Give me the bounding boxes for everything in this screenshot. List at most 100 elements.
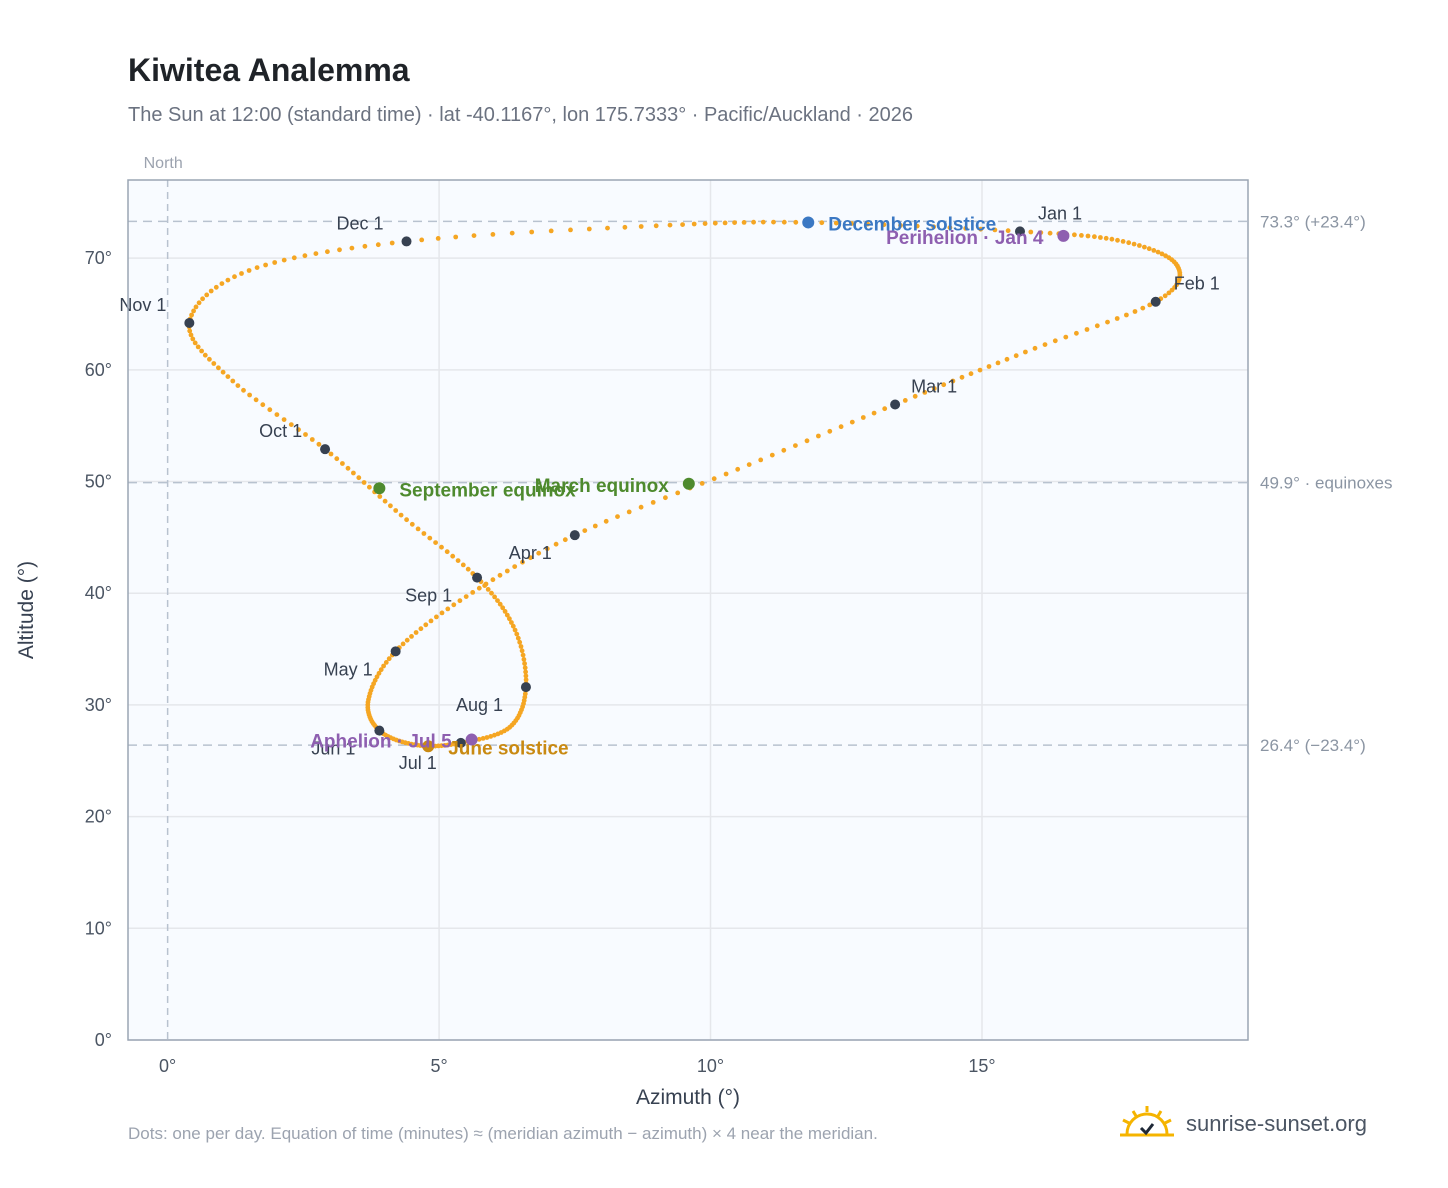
daily-dot [393, 508, 399, 513]
daily-dot [463, 594, 469, 599]
daily-dot [382, 498, 388, 504]
daily-dot [495, 598, 500, 603]
daily-dot [1115, 237, 1120, 243]
daily-dot [196, 300, 202, 306]
daily-dot [504, 612, 510, 618]
daily-dot [439, 544, 444, 550]
daily-dot [992, 227, 998, 233]
y-tick-label: 30° [85, 695, 112, 715]
daily-dot [190, 336, 196, 342]
daily-dot [702, 221, 708, 227]
daily-dot [195, 344, 201, 350]
daily-dot [947, 225, 953, 231]
daily-dot [189, 312, 195, 318]
daily-dot [521, 657, 527, 662]
daily-dot [316, 441, 322, 447]
daily-dot [230, 378, 236, 384]
daily-dot [978, 226, 984, 232]
daily-dot [819, 220, 825, 226]
daily-dot [254, 265, 260, 270]
daily-dot [400, 641, 406, 647]
daily-dot [1124, 312, 1129, 318]
daily-dot [1147, 302, 1153, 308]
daily-dot [520, 559, 525, 565]
daily-dot [1004, 356, 1010, 362]
daily-dot [922, 390, 928, 395]
daily-dot [735, 466, 741, 472]
daily-dot [781, 447, 787, 453]
reference-line-label: 73.3° (+23.4°) [1260, 212, 1366, 231]
daily-dot [207, 356, 212, 362]
month-marker [390, 646, 401, 657]
reference-line-label: 49.9° · equinoxes [1260, 474, 1393, 493]
daily-dot [691, 221, 697, 227]
daily-dot [898, 223, 903, 228]
month-label: Oct 1 [259, 421, 302, 441]
month-marker [890, 399, 901, 410]
daily-dot [492, 594, 497, 600]
daily-dot [235, 383, 241, 388]
daily-dot [758, 457, 764, 463]
daily-dot [291, 255, 297, 261]
daily-dot [378, 667, 384, 673]
month-label: Feb 1 [1174, 274, 1220, 294]
daily-dot [484, 735, 490, 740]
daily-dot [246, 268, 252, 273]
daily-dot [362, 243, 368, 249]
y-tick-label: 0° [95, 1030, 112, 1050]
daily-dot [977, 367, 983, 373]
month-label: Mar 1 [911, 376, 957, 396]
month-marker [569, 530, 580, 541]
daily-dot [860, 415, 866, 420]
daily-dot [213, 284, 219, 290]
daily-dot [1023, 349, 1028, 355]
plot-border [127, 179, 1249, 1041]
daily-dot [490, 232, 496, 237]
daily-dot [281, 257, 287, 263]
daily-dot [950, 378, 956, 384]
daily-dot [220, 369, 226, 375]
daily-dot [760, 219, 766, 225]
daily-dot [345, 465, 351, 471]
daily-dot [1072, 232, 1077, 238]
month-marker [374, 725, 385, 736]
daily-dot [423, 622, 429, 628]
event-label: Perihelion · Jan 4 [886, 228, 1044, 249]
daily-dot [188, 332, 194, 338]
reference-lines: North 73.3° (+23.4°) 49.9° · equinoxes 26.4… [128, 155, 1393, 1040]
month-label: Jan 1 [1038, 203, 1082, 223]
month-label: Dec 1 [337, 213, 384, 233]
daily-dot [337, 247, 342, 253]
daily-dot [451, 602, 457, 608]
daily-dot [460, 562, 466, 568]
daily-dot [313, 251, 319, 256]
daily-dot [381, 663, 386, 669]
daily-dot [274, 412, 280, 417]
brand-logo[interactable]: sunrise-sunset.org [1120, 1102, 1367, 1146]
daily-dot [482, 583, 488, 588]
daily-dot [1047, 230, 1053, 236]
daily-dot [1146, 246, 1152, 252]
daily-dot [225, 374, 231, 379]
daily-dot [489, 590, 494, 596]
daily-dot [497, 601, 503, 607]
daily-dot [509, 230, 515, 236]
daily-dot [404, 517, 409, 523]
month-label: Apr 1 [509, 543, 552, 563]
daily-dot [334, 456, 340, 462]
daily-dot [309, 437, 315, 442]
daily-dot [914, 223, 920, 229]
daily-dot [1169, 287, 1175, 293]
daily-dot [512, 627, 518, 633]
daily-dot [325, 249, 330, 255]
daily-dot [1159, 251, 1165, 257]
daily-dot [653, 223, 659, 229]
month-label: Aug 1 [456, 695, 503, 715]
daily-dot [428, 618, 434, 624]
daily-dot [510, 623, 516, 629]
daily-dot [941, 382, 947, 388]
daily-dot [485, 587, 491, 592]
daily-dot [409, 634, 414, 639]
daily-dot [376, 670, 382, 676]
daily-dot [1137, 243, 1142, 248]
